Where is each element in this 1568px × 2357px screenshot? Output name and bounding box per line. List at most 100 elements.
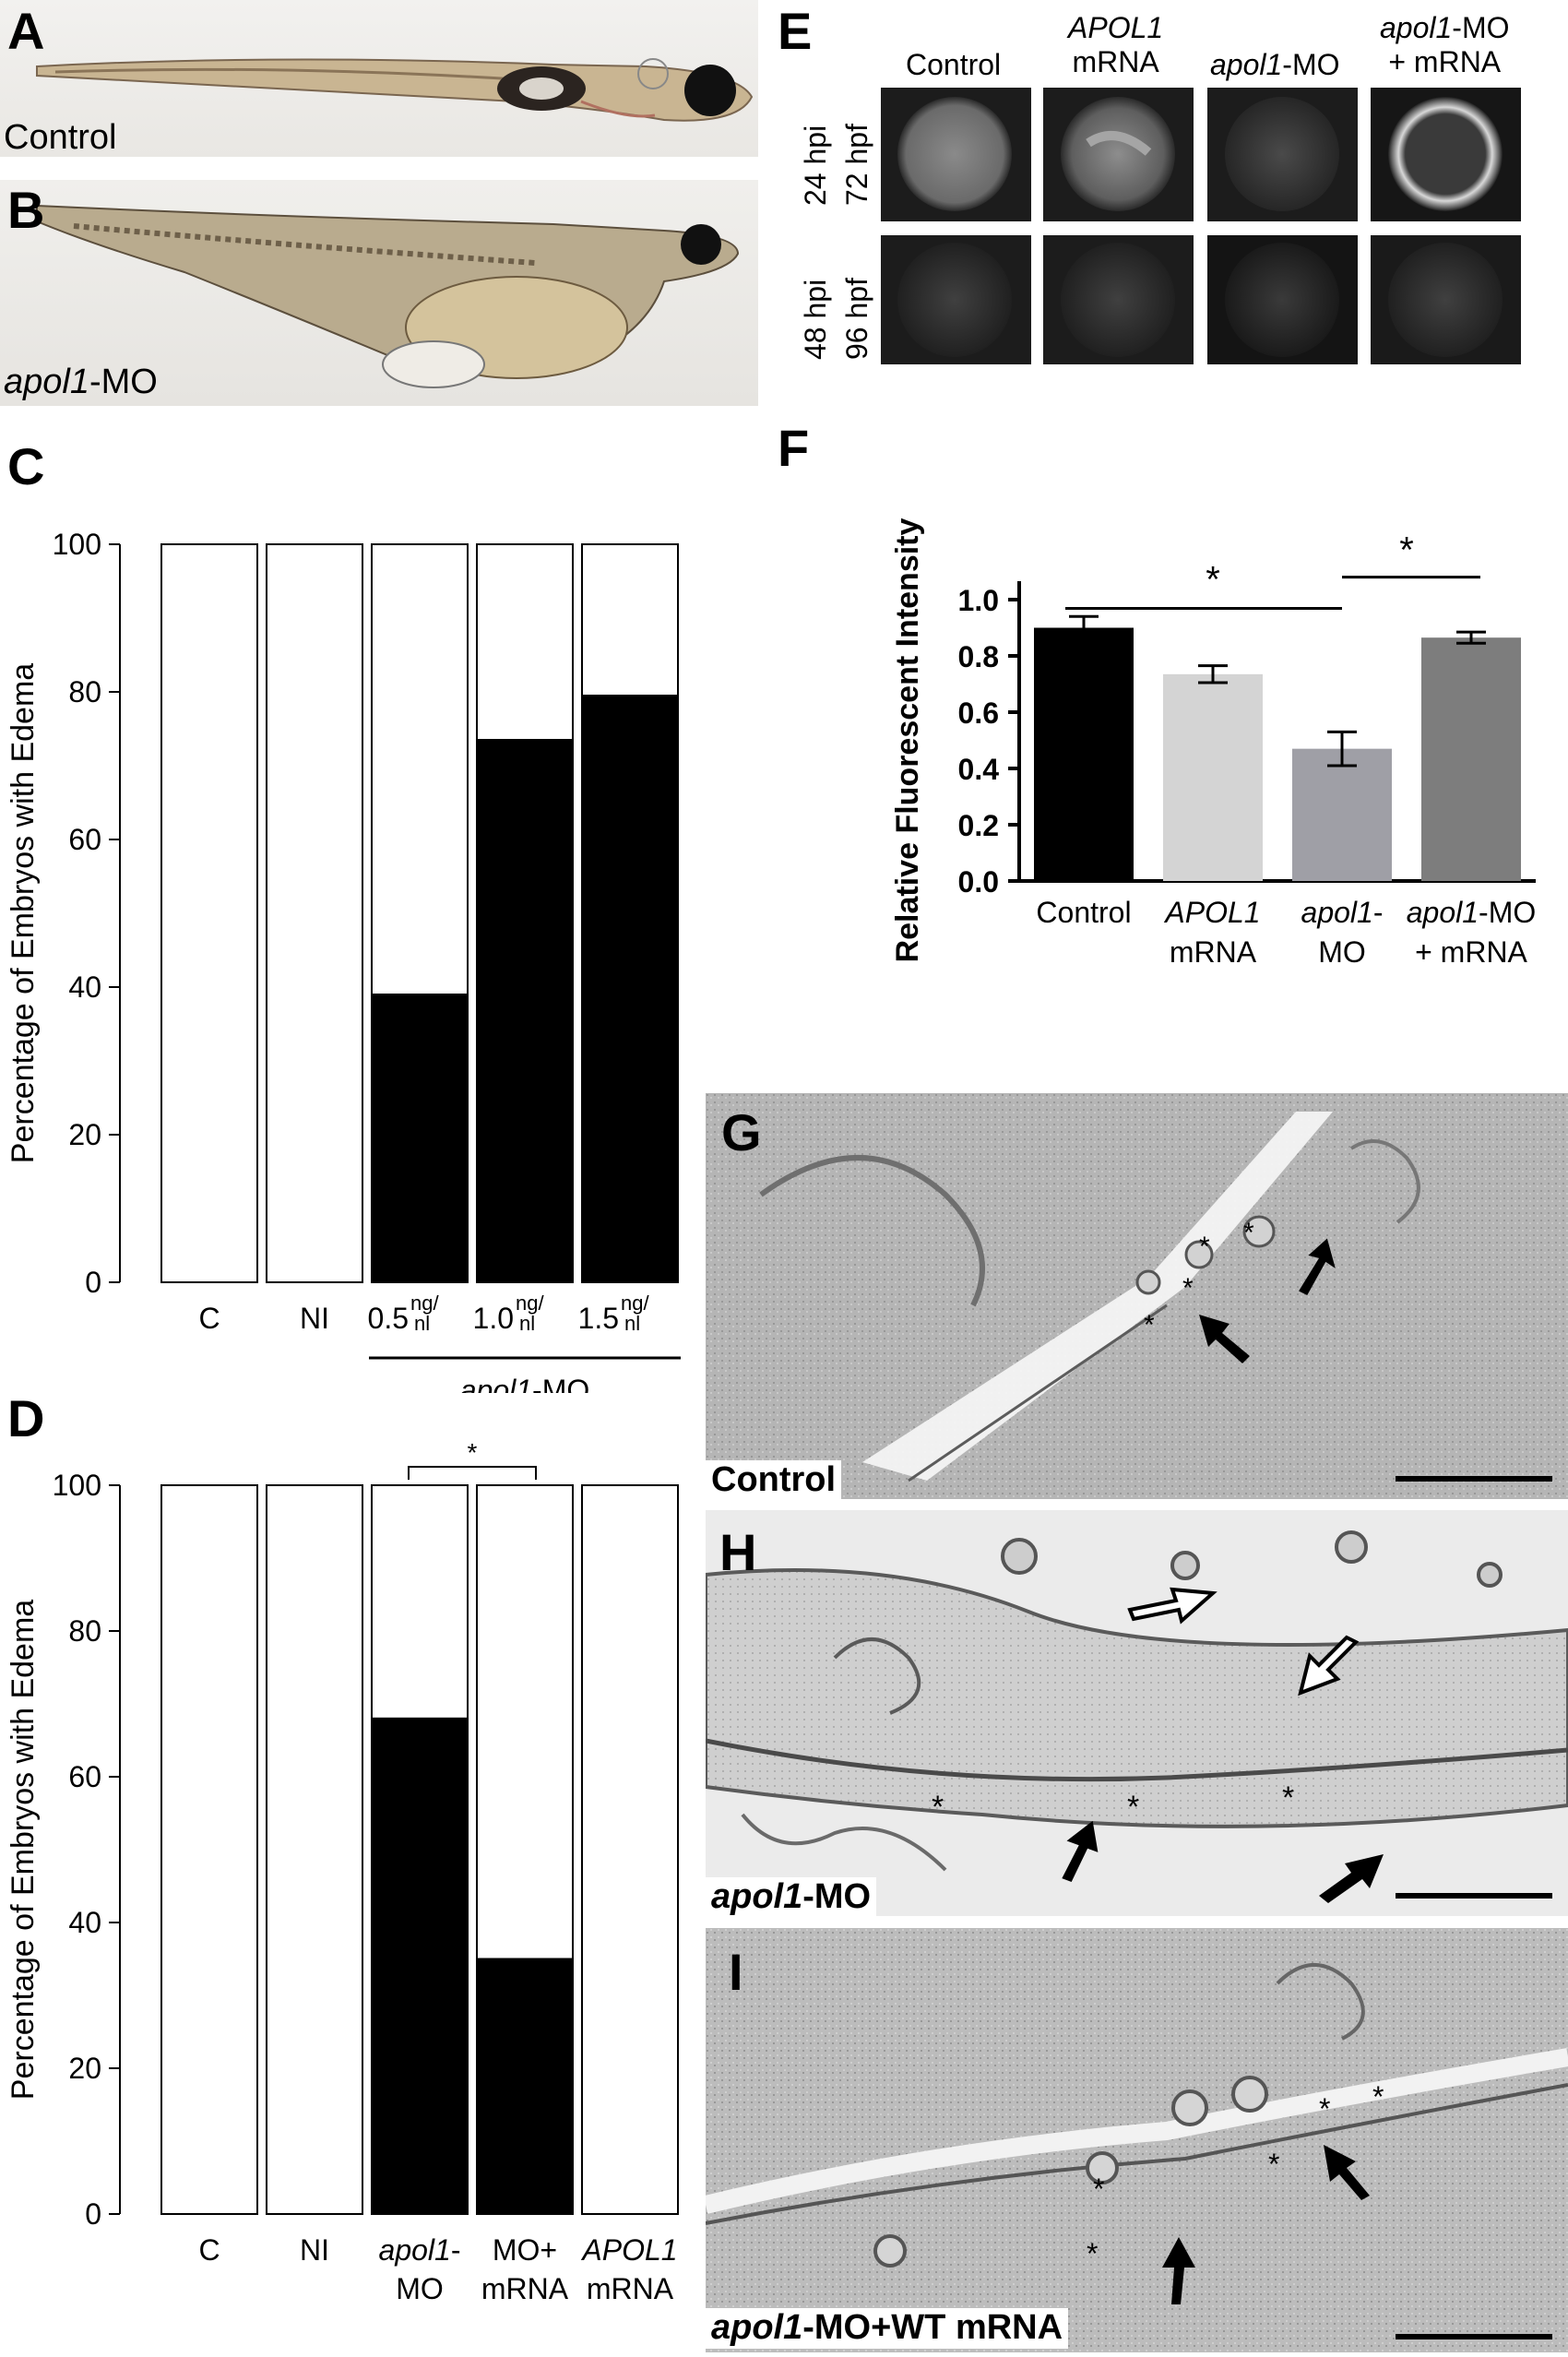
c-cat-label: C: [198, 1302, 220, 1335]
chartC-ytick-label: 100: [53, 528, 101, 561]
chartD-bar-filled: [476, 1958, 574, 2215]
panel-h-caption: apol1-MO: [706, 1877, 877, 1918]
panel-h-caption-rest: -MO: [802, 1877, 872, 1916]
c-dose-num: 1.0: [473, 1302, 514, 1335]
panel-a-caption: Control: [4, 118, 117, 157]
em-h-arrow-1: [1062, 1820, 1099, 1882]
em-g-asterisk-1: *: [1199, 1232, 1210, 1262]
d-cat-label-line2: mRNA: [587, 2272, 674, 2305]
panel-g-caption: Control: [706, 1460, 842, 1501]
c-dose-unit-bottom: nl: [519, 1312, 535, 1335]
d-cat-label: MO+: [493, 2233, 557, 2267]
tile-r2-c4: [1371, 235, 1521, 364]
f-cat-label-line2: MO: [1318, 935, 1366, 969]
tile-r1-c3: [1207, 88, 1358, 221]
row2-l1: 48 hpi: [799, 280, 832, 360]
f-cat-label: apol1-: [1301, 896, 1384, 929]
d-cat-label: apol1-: [379, 2233, 461, 2267]
em-g-arrow-2: [1199, 1315, 1250, 1363]
zebrafish-larva-morphant-illustration: [36, 204, 740, 388]
panel-f-label: F: [778, 419, 810, 477]
c-dose-unit-bottom: nl: [414, 1312, 430, 1335]
d-cat-label: APOL1: [580, 2233, 677, 2267]
chartD-bar-frame: [160, 1484, 258, 2215]
row2-l2: 96 hpf: [840, 278, 873, 360]
panel-i-em: [706, 1928, 1568, 2352]
f-bar: [1163, 673, 1263, 881]
em-i-asterisk-4: *: [1372, 2080, 1384, 2113]
chartD-bar-frame: [581, 1484, 679, 2215]
em-g-asterisk-3: *: [1182, 1273, 1194, 1303]
tile-r2-c1: [881, 235, 1031, 364]
panel-e-col-2-italic: APOL1: [1068, 11, 1164, 44]
panel-b-photo: [0, 180, 758, 406]
f-bar: [1421, 637, 1521, 881]
chartC-bar-frame: [160, 543, 258, 1283]
chartD-bar-filled: [371, 1717, 469, 2215]
em-h-arrow-2: [1319, 1854, 1384, 1903]
chartC-bar-filled: [476, 739, 574, 1283]
f-sig-star-2: *: [1399, 530, 1414, 571]
c-dose-num: 1.5: [578, 1302, 619, 1335]
chartD-ytick-label: 80: [68, 1614, 101, 1648]
zebrafish-larva-control-illustration: [36, 58, 754, 122]
chartD-ytick-label: 100: [53, 1469, 101, 1502]
c-group-label: apol1-MO: [460, 1374, 590, 1393]
panel-d-label: D: [7, 1389, 45, 1447]
panel-e-row-2-label: 48 hpi 96 hpf: [784, 231, 885, 364]
chartC-bar-frame: [266, 543, 363, 1283]
f-ytick-label: 0.6: [958, 696, 999, 730]
chartC-ytick-label: 0: [85, 1266, 101, 1299]
f-cat-label: Control: [1036, 896, 1131, 929]
tile-r1-c1: [881, 88, 1031, 221]
panel-b-label: B: [7, 181, 45, 239]
tile-r2-c3: [1207, 235, 1358, 364]
em-i-asterisk-3: *: [1319, 2092, 1331, 2125]
panel-e-col-2: APOL1 mRNA: [1068, 11, 1164, 78]
panel-e-label: E: [778, 2, 813, 60]
f-bar: [1292, 748, 1392, 881]
panel-d-chart: 0 20 40 60 80 100 Percentage of Embryos with E…: [0, 1438, 701, 2357]
chartD-ytick-label: 60: [68, 1760, 101, 1793]
f-ytick-label: 1.0: [958, 584, 999, 617]
f-cat-label-line2: + mRNA: [1415, 935, 1527, 969]
panel-b-caption: apol1-MO: [4, 363, 158, 402]
chartD-bar-frame: [266, 1484, 363, 2215]
d-cat-label-line2: MO: [396, 2272, 444, 2305]
f-ytick-label: 0.4: [958, 753, 1000, 786]
row1-l2: 72 hpf: [840, 124, 873, 206]
chartC-ytick-label: 80: [68, 675, 101, 708]
chartC-bar-filled: [371, 994, 469, 1283]
panel-e-col-3: apol1-MO: [1210, 48, 1340, 81]
d-cat-label: NI: [300, 2233, 329, 2267]
em-g-asterisk-2: *: [1243, 1218, 1254, 1248]
tile-r2-c2: [1043, 235, 1194, 364]
em-h-open-arrow-2: [1298, 1635, 1360, 1696]
f-ytick-label: 0.8: [958, 640, 999, 673]
panel-e-col-4: apol1-MO + mRNA: [1380, 11, 1510, 78]
chartD-ytick-label: 0: [85, 2197, 101, 2231]
chartC-ylabel: Percentage of Embryos with Edema: [6, 663, 41, 1163]
em-i-arrow-2: [1162, 2237, 1195, 2304]
c-dose-num: 0.5: [368, 1302, 409, 1335]
panel-e-row-1-label: 24 hpi 72 hpf: [784, 88, 885, 208]
d-cat-label: C: [198, 2233, 220, 2267]
em-i-asterisk-1: *: [1093, 2172, 1105, 2206]
em-i-asterisk-5: *: [1087, 2237, 1099, 2270]
c-dose-unit-top: ng/: [410, 1292, 439, 1315]
panel-e-tiles: [881, 88, 1531, 374]
panel-i-caption: apol1-MO+WT mRNA: [706, 2308, 1069, 2349]
panel-a-label: A: [7, 2, 45, 60]
c-dose-unit-bottom: nl: [624, 1312, 640, 1335]
c-dose-unit-top: ng/: [516, 1292, 544, 1315]
panel-e-col-1: Control: [906, 48, 1002, 81]
panel-f-svg: 0.0 0.2 0.4 0.6 0.8 1.0 Relative Fluorescent I…: [890, 518, 1536, 969]
panel-h-label: H: [719, 1523, 757, 1581]
panel-h-caption-italic: apol1: [711, 1877, 803, 1916]
d-sig-star: *: [468, 1439, 478, 1467]
em-h-open-arrow-1: [1127, 1587, 1218, 1625]
em-i-asterisk-2: *: [1268, 2148, 1280, 2181]
d-cat-label-line2: mRNA: [481, 2272, 569, 2305]
chartC-ytick-label: 20: [68, 1118, 101, 1151]
panel-a-photo: [0, 0, 758, 157]
